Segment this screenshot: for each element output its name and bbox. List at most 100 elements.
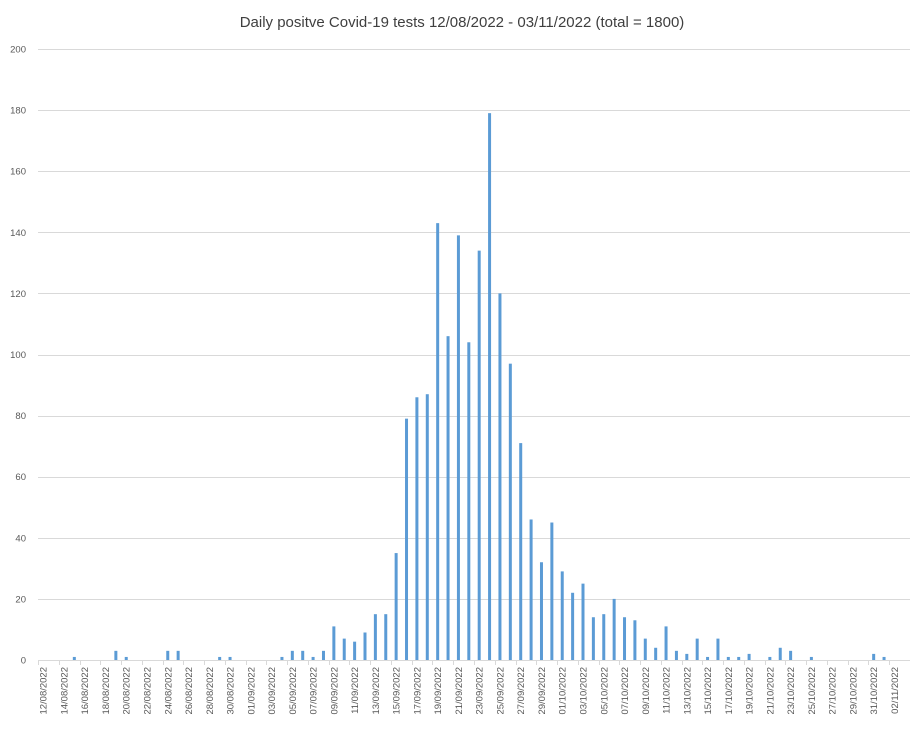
- x-tick-label: 29/10/2022: [848, 667, 859, 715]
- x-tick-label: 02/11/2022: [890, 667, 901, 714]
- bar: [353, 641, 357, 660]
- bars: [72, 113, 886, 661]
- x-tick-label: 30/08/2022: [226, 667, 237, 715]
- x-tick-label: 23/10/2022: [786, 667, 797, 715]
- y-tick-label: 100: [10, 350, 26, 361]
- bar: [695, 638, 699, 660]
- x-tick-label: 31/10/2022: [869, 667, 880, 715]
- y-tick-label: 80: [15, 411, 26, 422]
- x-tick-label: 17/10/2022: [724, 667, 735, 715]
- bar: [872, 653, 876, 660]
- bar: [467, 342, 471, 660]
- bar: [602, 614, 606, 660]
- bar: [114, 650, 118, 660]
- x-tick-label: 03/09/2022: [267, 667, 278, 715]
- y-tick-label: 40: [15, 533, 26, 544]
- bar: [436, 223, 440, 660]
- bar: [768, 656, 772, 660]
- y-tick-label: 180: [10, 106, 26, 117]
- bar: [716, 638, 720, 660]
- bar: [591, 617, 595, 660]
- bar: [218, 656, 222, 660]
- y-tick-label: 60: [15, 472, 26, 483]
- bar: [664, 626, 668, 660]
- bar: [674, 650, 678, 660]
- bar: [166, 650, 170, 660]
- x-tick-label: 05/10/2022: [599, 667, 610, 715]
- bar: [321, 650, 325, 660]
- x-axis: [38, 660, 910, 665]
- y-tick-label: 200: [10, 45, 26, 56]
- x-tick-label: 14/08/2022: [59, 667, 70, 715]
- x-tick-label: 07/09/2022: [309, 667, 320, 715]
- bar: [488, 113, 492, 660]
- bar: [560, 571, 564, 660]
- bar: [405, 418, 409, 660]
- x-tick-label: 27/09/2022: [516, 667, 527, 715]
- x-tick-label: 20/08/2022: [122, 667, 133, 715]
- x-tick-label: 11/10/2022: [662, 667, 673, 714]
- x-tick-label: 09/09/2022: [329, 667, 340, 715]
- x-tick-label: 19/10/2022: [745, 667, 756, 715]
- bar: [654, 647, 658, 660]
- bar: [311, 656, 315, 660]
- bar: [477, 250, 481, 660]
- bar: [726, 656, 730, 660]
- bar: [529, 519, 533, 660]
- x-tick-label: 28/08/2022: [205, 667, 216, 715]
- x-tick-label: 26/08/2022: [184, 667, 195, 715]
- x-tick-label: 24/08/2022: [163, 667, 174, 715]
- bar: [446, 336, 450, 660]
- bar: [373, 614, 377, 660]
- bar: [571, 592, 575, 660]
- bar: [612, 598, 616, 660]
- x-tick-label: 29/09/2022: [537, 667, 548, 715]
- x-tick-label: 15/10/2022: [703, 667, 714, 715]
- bar: [623, 617, 627, 660]
- bar: [363, 632, 367, 660]
- x-tick-label: 16/08/2022: [80, 667, 91, 715]
- x-tick-label: 12/08/2022: [39, 667, 50, 715]
- bar: [508, 363, 512, 660]
- x-tick-label: 01/10/2022: [558, 667, 569, 715]
- x-tick-label: 13/10/2022: [682, 667, 693, 715]
- bar: [550, 522, 554, 660]
- bar: [415, 397, 419, 660]
- bar: [539, 562, 543, 660]
- x-tick-label: 21/10/2022: [765, 667, 776, 715]
- x-tick-label: 19/09/2022: [433, 667, 444, 715]
- bar: [643, 638, 647, 660]
- chart-title: Daily positve Covid-19 tests 12/08/2022 …: [240, 14, 685, 31]
- bar: [519, 443, 523, 660]
- y-tick-label: 160: [10, 167, 26, 178]
- bar: [176, 650, 180, 660]
- bar: [228, 656, 232, 660]
- bar: [706, 656, 710, 660]
- bar: [456, 235, 460, 661]
- gridlines: [38, 49, 910, 600]
- x-tick-label: 27/10/2022: [828, 667, 839, 715]
- bar: [301, 650, 305, 660]
- y-tick-label: 140: [10, 228, 26, 239]
- bar: [685, 653, 689, 660]
- x-tick-label: 07/10/2022: [620, 667, 631, 715]
- y-tick-label: 0: [21, 656, 26, 667]
- bar: [789, 650, 793, 660]
- x-tick-label: 11/09/2022: [350, 667, 361, 714]
- y-axis-tick-labels: 0 20 40 60 80 100 120 140 160 180 200: [10, 45, 26, 667]
- bar: [72, 656, 76, 660]
- bar: [737, 656, 741, 660]
- bar: [332, 626, 336, 660]
- bar: [498, 293, 502, 660]
- x-tick-label: 03/10/2022: [579, 667, 590, 715]
- bar: [882, 656, 886, 660]
- bar: [633, 620, 637, 660]
- x-tick-label: 05/09/2022: [288, 667, 299, 715]
- x-tick-label: 23/09/2022: [475, 667, 486, 715]
- bar: [809, 656, 813, 660]
- bar: [342, 638, 346, 660]
- x-tick-label: 25/10/2022: [807, 667, 818, 715]
- x-tick-label: 22/08/2022: [143, 667, 154, 715]
- x-tick-label: 13/09/2022: [371, 667, 382, 715]
